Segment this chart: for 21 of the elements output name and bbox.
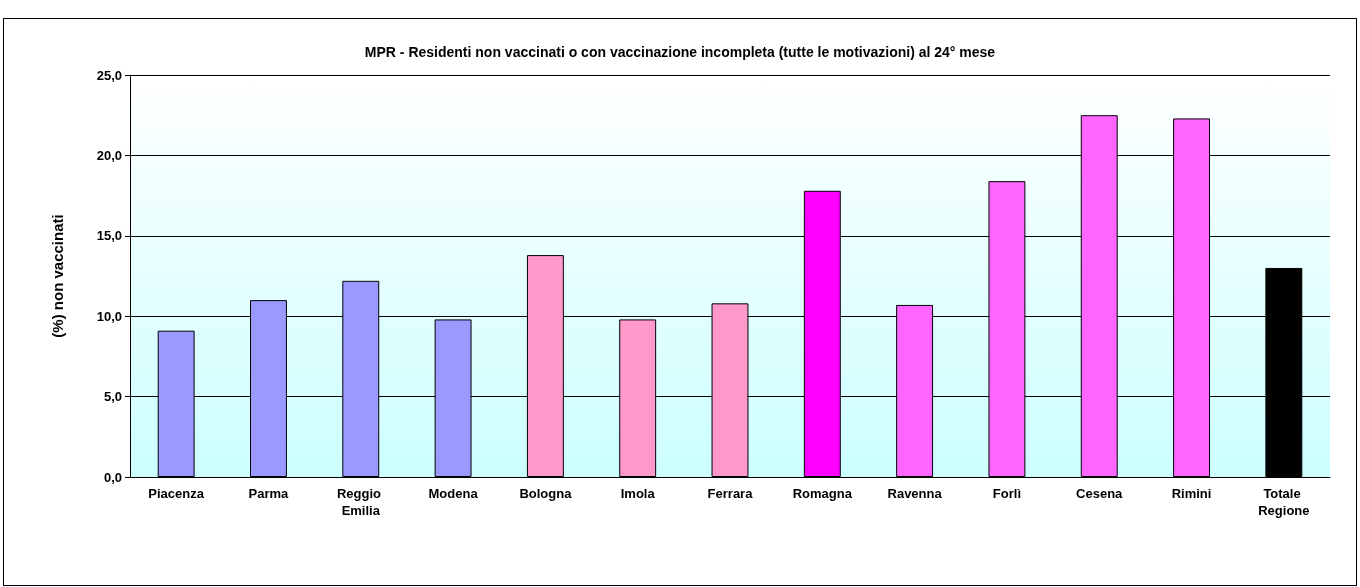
y-tick-label: 5,0 (103, 389, 122, 405)
x-tick-label: Imola (620, 486, 656, 501)
x-tick-label: Totale Regione (1258, 486, 1310, 518)
chart-title: MPR - Residenti non vaccinati o con vaccinazione incompleta (tutte le motivazioni) al 24° mese (364, 44, 996, 60)
x-tick-label: Forlì (992, 486, 1022, 501)
y-axis-title: (%) non vaccinati (49, 214, 66, 338)
y-tick-label: 10,0 (96, 308, 122, 324)
x-tick-label: Rimini (1171, 486, 1212, 501)
x-tick-label: Parma (248, 486, 290, 501)
x-tick-label: Bologna (519, 486, 573, 501)
y-tick-label: 0,0 (103, 469, 122, 485)
x-tick-label: Ferrara (707, 486, 754, 501)
x-tick-label: Modena (428, 486, 479, 501)
x-tick-label: Piacenza (148, 486, 205, 501)
y-tick-label: 15,0 (96, 228, 122, 244)
x-tick-label: Ravenna (887, 486, 943, 501)
x-tick-label: Cesena (1076, 486, 1124, 501)
y-tick-label: 25,0 (96, 67, 122, 83)
y-tick-label: 20,0 (96, 147, 122, 163)
x-tick-label: Reggio Emilia (336, 486, 385, 518)
x-tick-label: Romagna (792, 486, 853, 501)
